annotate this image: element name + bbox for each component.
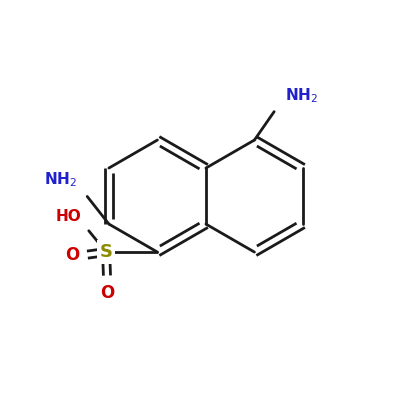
- Text: S: S: [100, 243, 113, 261]
- Text: NH$_2$: NH$_2$: [285, 86, 318, 104]
- Text: HO: HO: [55, 209, 81, 224]
- Text: O: O: [100, 284, 114, 302]
- Text: O: O: [65, 246, 79, 264]
- Text: NH$_2$: NH$_2$: [44, 171, 77, 189]
